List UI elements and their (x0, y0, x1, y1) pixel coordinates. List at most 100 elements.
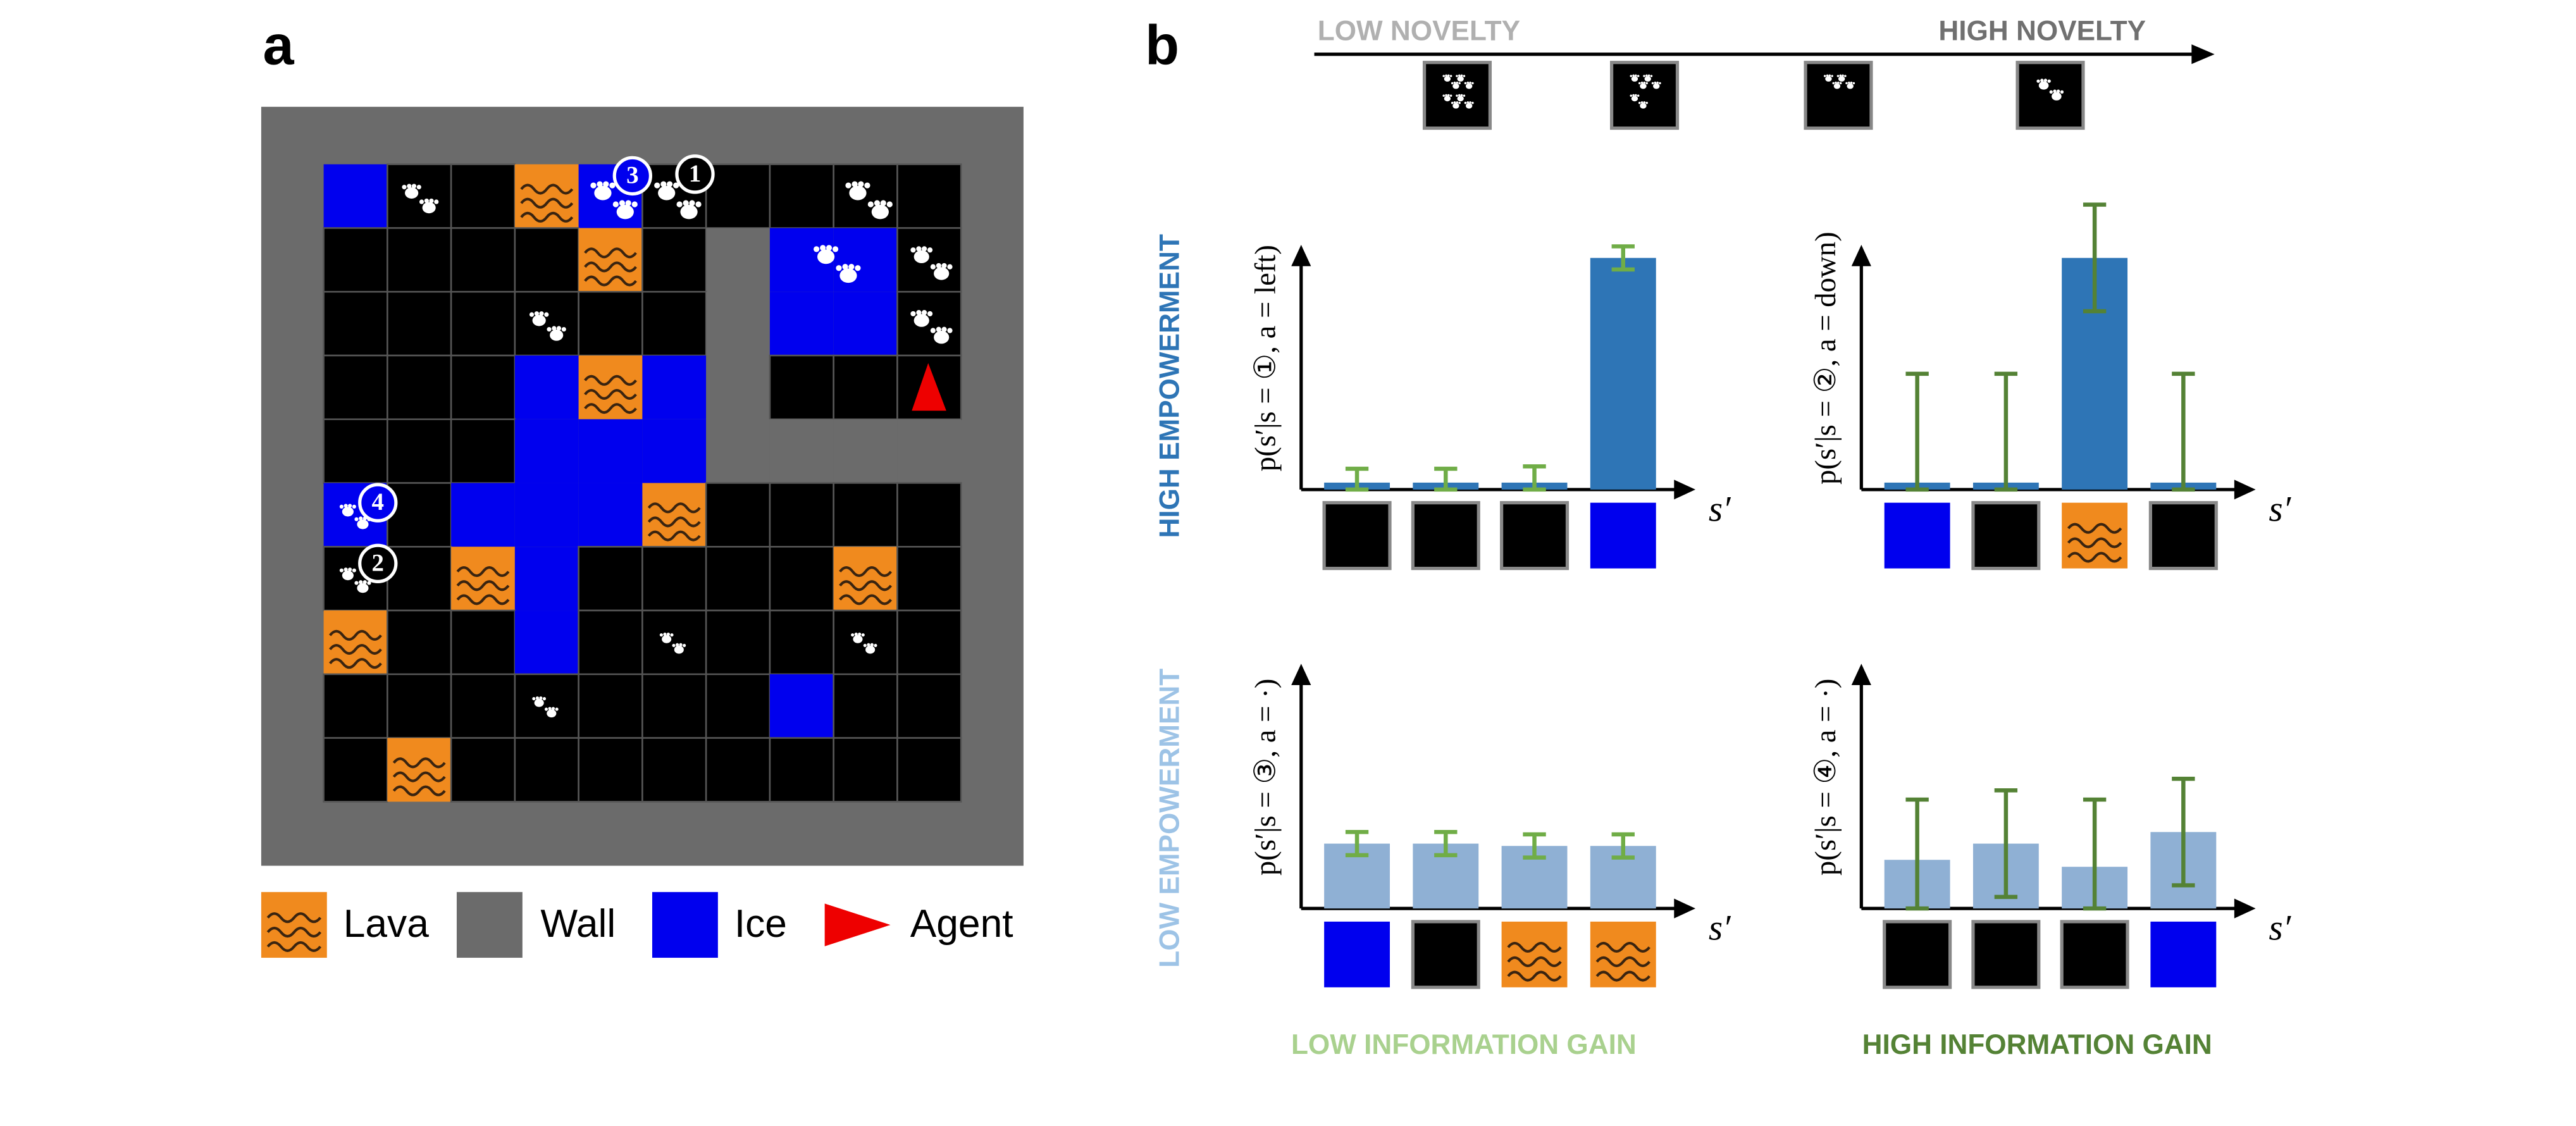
paw-toe (1637, 75, 1640, 77)
arrowhead (1851, 244, 1871, 266)
tile (514, 610, 579, 674)
lava-wave (1507, 941, 1562, 953)
lava-wave (647, 502, 701, 514)
paw-toe (542, 696, 547, 701)
paw-toe (845, 182, 851, 189)
paw-toe (916, 246, 922, 252)
lava-wave (1595, 941, 1650, 953)
paw-toe (1449, 94, 1452, 97)
paw-toe (561, 326, 566, 332)
paw-toe (1635, 74, 1637, 77)
paw-toe (679, 643, 683, 647)
tile (323, 354, 388, 421)
paw-toe (867, 201, 874, 207)
tile (387, 163, 452, 229)
tile (833, 673, 898, 739)
lava-wave (584, 403, 637, 414)
paw-toe (603, 181, 609, 187)
paw-toe (1640, 101, 1644, 104)
tile (450, 418, 516, 484)
paw-toe (863, 643, 867, 647)
paw-toe (1630, 75, 1633, 77)
tile (833, 609, 898, 676)
lava-wave (839, 580, 893, 591)
tile (705, 545, 771, 612)
tile (769, 292, 834, 356)
paw-toe (1451, 101, 1454, 104)
paw-toe (1464, 101, 1467, 104)
lava-wave (1595, 970, 1650, 982)
lava-wave (266, 941, 322, 952)
paw-toe (1645, 101, 1648, 104)
tile (323, 164, 388, 228)
paw-toe (660, 181, 667, 187)
lava-wave (647, 530, 701, 541)
paw-toe (551, 707, 555, 710)
novelty-tile (2016, 61, 2085, 130)
tile (514, 547, 579, 611)
tile (641, 609, 707, 676)
y-axis-label: p(s′|s = ③, a = ·) (1249, 679, 1282, 875)
paw-toe (836, 265, 842, 271)
paw-toe (407, 183, 412, 189)
tile (769, 737, 834, 803)
paw-toe (848, 264, 855, 270)
paw-toe (625, 200, 631, 206)
arrowhead (2234, 479, 2256, 500)
paw-toe (534, 311, 539, 316)
paw-toe (1456, 75, 1458, 77)
paw-toe (1458, 94, 1461, 97)
tile (387, 673, 452, 739)
state-tile (1322, 501, 1392, 571)
paw-toe (352, 504, 356, 509)
paw-toe (352, 568, 356, 572)
paw-pad (871, 204, 889, 220)
tile (514, 483, 579, 547)
lava-wave (2067, 537, 2122, 548)
paw-toe (1832, 82, 1835, 85)
paw-pad (532, 314, 546, 326)
paw-toe (1453, 82, 1456, 84)
state-tile (2060, 920, 2129, 989)
tile (641, 290, 707, 357)
tile (769, 545, 834, 612)
lava-wave (2067, 523, 2122, 534)
tile (641, 227, 707, 293)
paw-toe (1471, 82, 1474, 85)
paw-toe (851, 181, 858, 187)
paw-toe (916, 310, 922, 316)
tile (387, 418, 452, 484)
paw-toe (1456, 82, 1459, 84)
paw-toe (927, 247, 933, 253)
paw-toe (556, 326, 562, 331)
tile (450, 163, 516, 229)
tile (769, 354, 834, 421)
tile (1324, 921, 1390, 987)
paw-toe (1632, 94, 1635, 97)
tile (450, 354, 516, 421)
paw-toe (2057, 89, 2060, 93)
paw-toe (1637, 94, 1640, 97)
lava-wave (839, 594, 893, 605)
tile (578, 419, 643, 483)
paw-pad (913, 250, 929, 263)
paw-toe (858, 181, 864, 187)
tile (705, 609, 771, 676)
tile (897, 419, 962, 483)
column-label: LOW INFORMATION GAIN (1291, 1029, 1637, 1060)
paw-toe (947, 328, 953, 333)
paw-toe (1635, 94, 1637, 97)
tile (514, 419, 579, 483)
paw-toe (1836, 75, 1840, 77)
paw-toe (1445, 94, 1447, 97)
paw-pad (342, 571, 354, 581)
tile (450, 227, 516, 293)
paw-pad (547, 709, 557, 718)
tile (514, 673, 579, 739)
marker-circle (358, 543, 398, 583)
row-label: HIGH EMPOWERMENT (1154, 234, 1185, 538)
lava-wave (329, 643, 382, 655)
tile (514, 356, 579, 419)
tile (896, 673, 962, 739)
